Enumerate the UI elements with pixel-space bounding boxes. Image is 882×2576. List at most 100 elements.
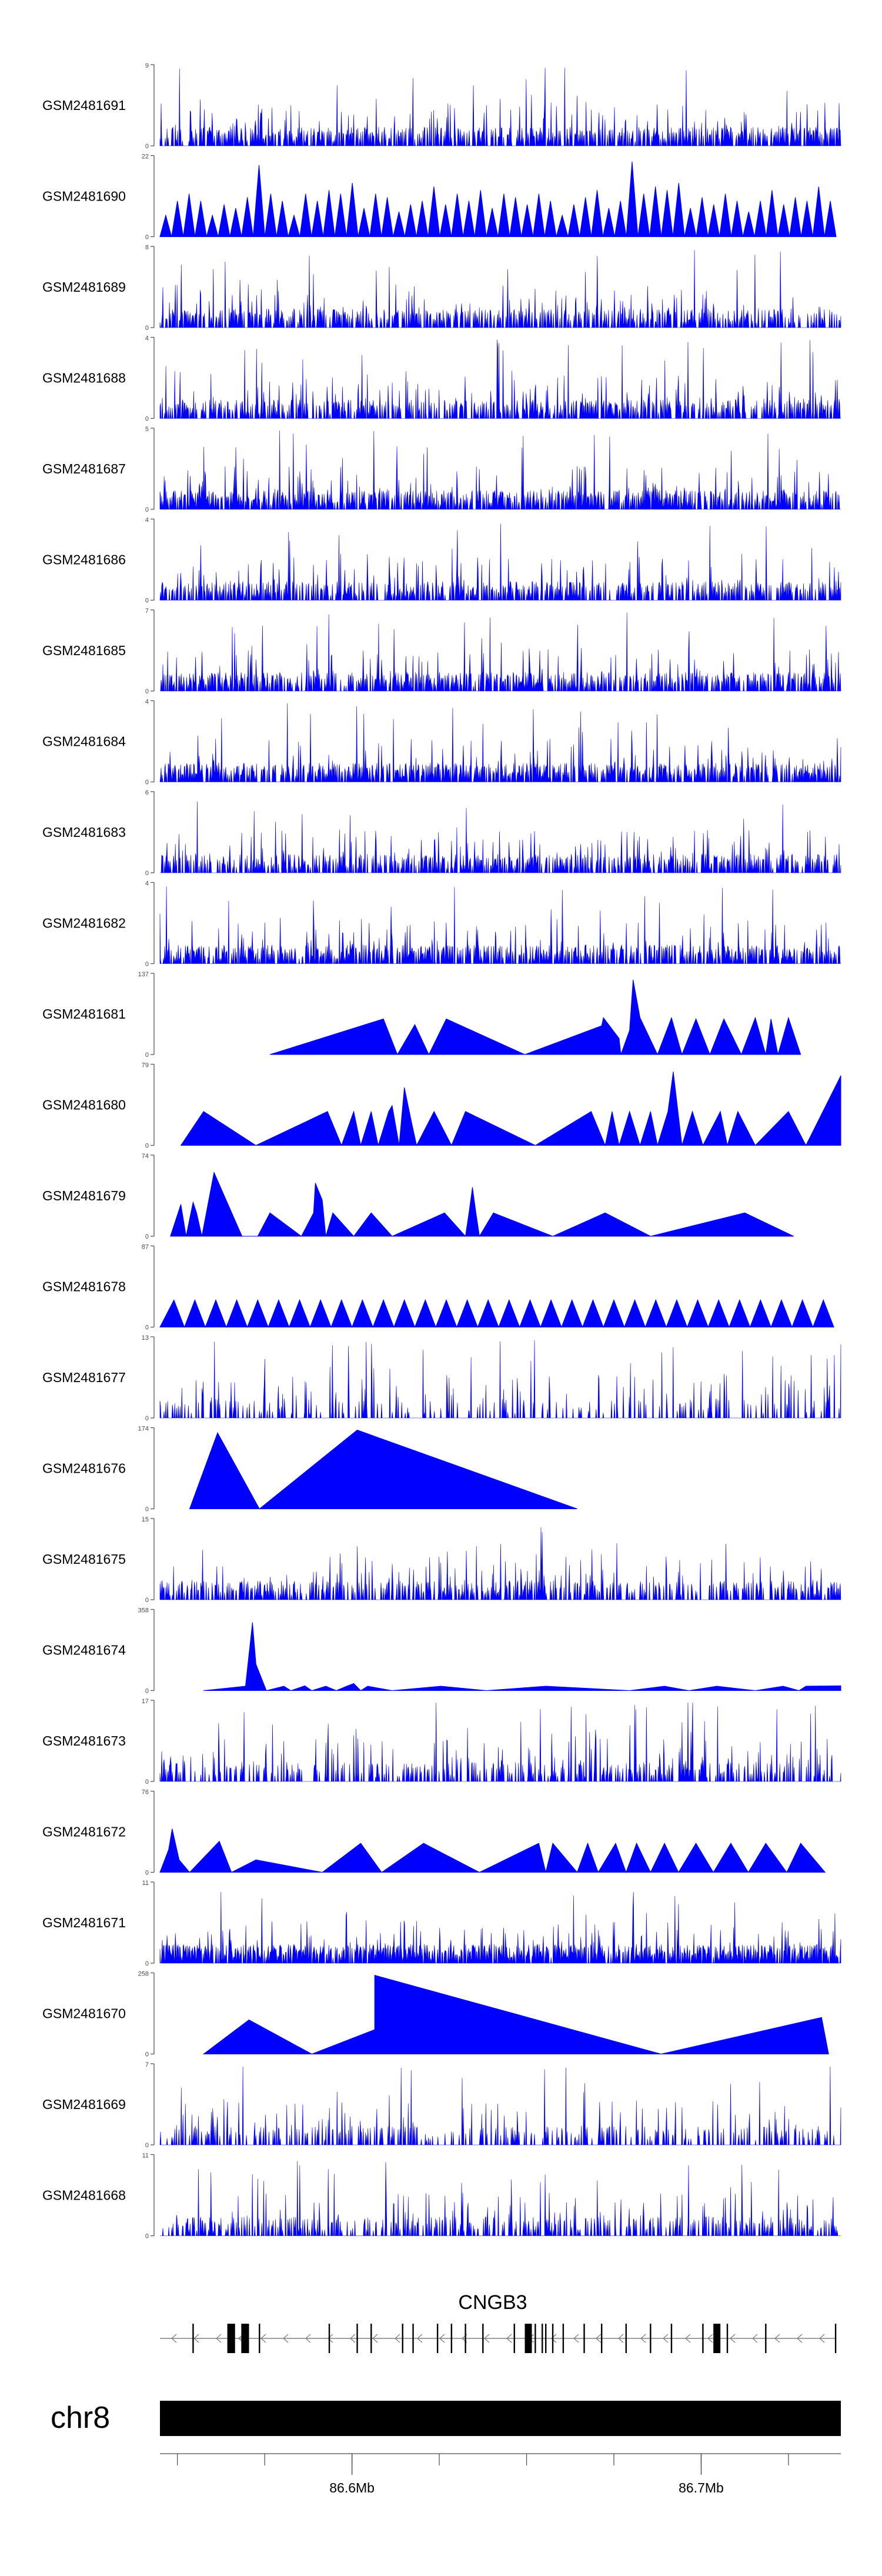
signal-area (269, 979, 801, 1056)
y-axis-min-label: 0 (145, 2233, 149, 2240)
y-axis-min-label: 0 (145, 1870, 149, 1877)
exon-wide (524, 2324, 532, 2353)
track-GSM2481679: GSM2481679 74 0 (42, 1153, 794, 1240)
track-label: GSM2481673 (42, 1733, 126, 1749)
y-axis-max-label: 5 (145, 426, 149, 433)
y-axis-min-label: 0 (145, 870, 149, 877)
track-label: GSM2481672 (42, 1824, 126, 1840)
y-axis-min-label: 0 (145, 1052, 149, 1059)
strand-chevron (417, 2334, 423, 2343)
signal-area (159, 1891, 841, 1964)
y-axis-min-label: 0 (145, 1688, 149, 1695)
exon (450, 2324, 453, 2353)
strand-chevron (573, 2334, 579, 2343)
y-axis-max-label: 174 (138, 1426, 149, 1433)
y-axis-max-label: 137 (138, 971, 149, 978)
track-label: GSM2481678 (42, 1279, 126, 1294)
signal-area (159, 1702, 841, 1782)
strand-chevron (305, 2334, 311, 2343)
y-axis-min-label: 0 (145, 688, 149, 695)
y-axis-max-label: 11 (142, 2153, 149, 2160)
genome-axis-label: 86.7Mb (679, 2480, 724, 2495)
y-axis-max-label: 79 (142, 1062, 149, 1069)
y-axis-min-label: 0 (145, 1506, 149, 1513)
y-axis-min-label: 0 (145, 2142, 149, 2149)
ideogram-bar (160, 2401, 841, 2436)
exon (534, 2324, 536, 2353)
strand-chevron (819, 2334, 825, 2343)
y-axis-min-label: 0 (145, 506, 149, 513)
track-label: GSM2481671 (42, 1915, 126, 1930)
track-GSM2481676: GSM2481676 174 0 (42, 1426, 577, 1513)
y-axis-max-label: 4 (145, 335, 149, 342)
strand-chevron (663, 2334, 669, 2343)
track-GSM2481689: GSM2481689 8 0 (42, 244, 841, 332)
y-axis-max-label: 7 (145, 2061, 149, 2068)
exon (412, 2324, 414, 2353)
exon (542, 2324, 543, 2353)
signal-area (180, 1071, 841, 1147)
y-axis-max-label: 4 (145, 880, 149, 887)
exon (583, 2324, 585, 2353)
exon (552, 2324, 554, 2353)
y-axis-max-label: 11 (142, 1880, 149, 1887)
signal-area (160, 2161, 841, 2236)
y-axis-min-label: 0 (145, 1233, 149, 1240)
signal-area (203, 1622, 841, 1691)
signal-area (159, 161, 837, 237)
signal-area (159, 523, 841, 600)
track-label: GSM2481691 (42, 98, 126, 113)
track-GSM2481673: GSM2481673 17 0 (42, 1698, 841, 1786)
y-axis-max-label: 22 (142, 154, 149, 161)
chromosome-label: chr8 (51, 2401, 110, 2435)
track-GSM2481678: GSM2481678 87 0 (42, 1244, 834, 1332)
gene-label-cngb3: CNGB3 (458, 2291, 527, 2314)
track-GSM2481675: GSM2481675 15 0 (42, 1516, 841, 1604)
y-axis-max-label: 258 (138, 1971, 149, 1978)
signal-area (159, 1340, 841, 1419)
y-axis-min-label: 0 (145, 2051, 149, 2058)
exon (562, 2324, 564, 2353)
exon (834, 2324, 837, 2353)
track-GSM2481686: GSM2481686 4 0 (42, 517, 841, 605)
exon-wide (713, 2324, 721, 2353)
exon (726, 2324, 729, 2353)
strand-chevron (730, 2334, 736, 2343)
track-GSM2481669: GSM2481669 7 0 (42, 2061, 841, 2149)
strand-chevron (193, 2334, 199, 2343)
exon (601, 2324, 603, 2353)
y-axis-min-label: 0 (145, 1778, 149, 1786)
signal-area (189, 1429, 577, 1510)
strand-chevron (439, 2334, 445, 2343)
exon (436, 2324, 439, 2353)
strand-chevron (551, 2334, 557, 2343)
strand-chevron (260, 2334, 266, 2343)
track-GSM2481682: GSM2481682 4 0 (42, 880, 841, 968)
strand-chevron (484, 2334, 490, 2343)
exon (259, 2324, 260, 2353)
strand-chevron (395, 2334, 400, 2343)
gene-track: CNGB3 (160, 2291, 837, 2353)
y-axis-max-label: 358 (138, 1607, 149, 1614)
chromosome-ideogram: chr8 (51, 2401, 841, 2436)
y-axis-max-label: 74 (142, 1153, 149, 1160)
signal-area (159, 339, 841, 419)
strand-chevron (685, 2334, 691, 2343)
signal-area (159, 1299, 834, 1328)
track-label: GSM2481680 (42, 1097, 126, 1113)
exon (765, 2324, 767, 2353)
track-GSM2481691: GSM2481691 9 0 (42, 62, 841, 150)
track-GSM2481685: GSM2481685 7 0 (42, 608, 841, 695)
signal-tracks: GSM248169190GSM2481690220GSM248168980GSM… (42, 62, 841, 2240)
track-GSM2481677: GSM2481677 13 0 (42, 1334, 841, 1422)
strand-chevron (707, 2334, 713, 2343)
signal-area (159, 250, 841, 328)
track-label: GSM2481669 (42, 2097, 126, 2112)
strand-chevron (640, 2334, 646, 2343)
strand-chevron (752, 2334, 758, 2343)
exon (192, 2324, 194, 2353)
track-label: GSM2481684 (42, 734, 126, 749)
y-axis-max-label: 87 (142, 1244, 149, 1251)
signal-area (202, 1974, 829, 2055)
